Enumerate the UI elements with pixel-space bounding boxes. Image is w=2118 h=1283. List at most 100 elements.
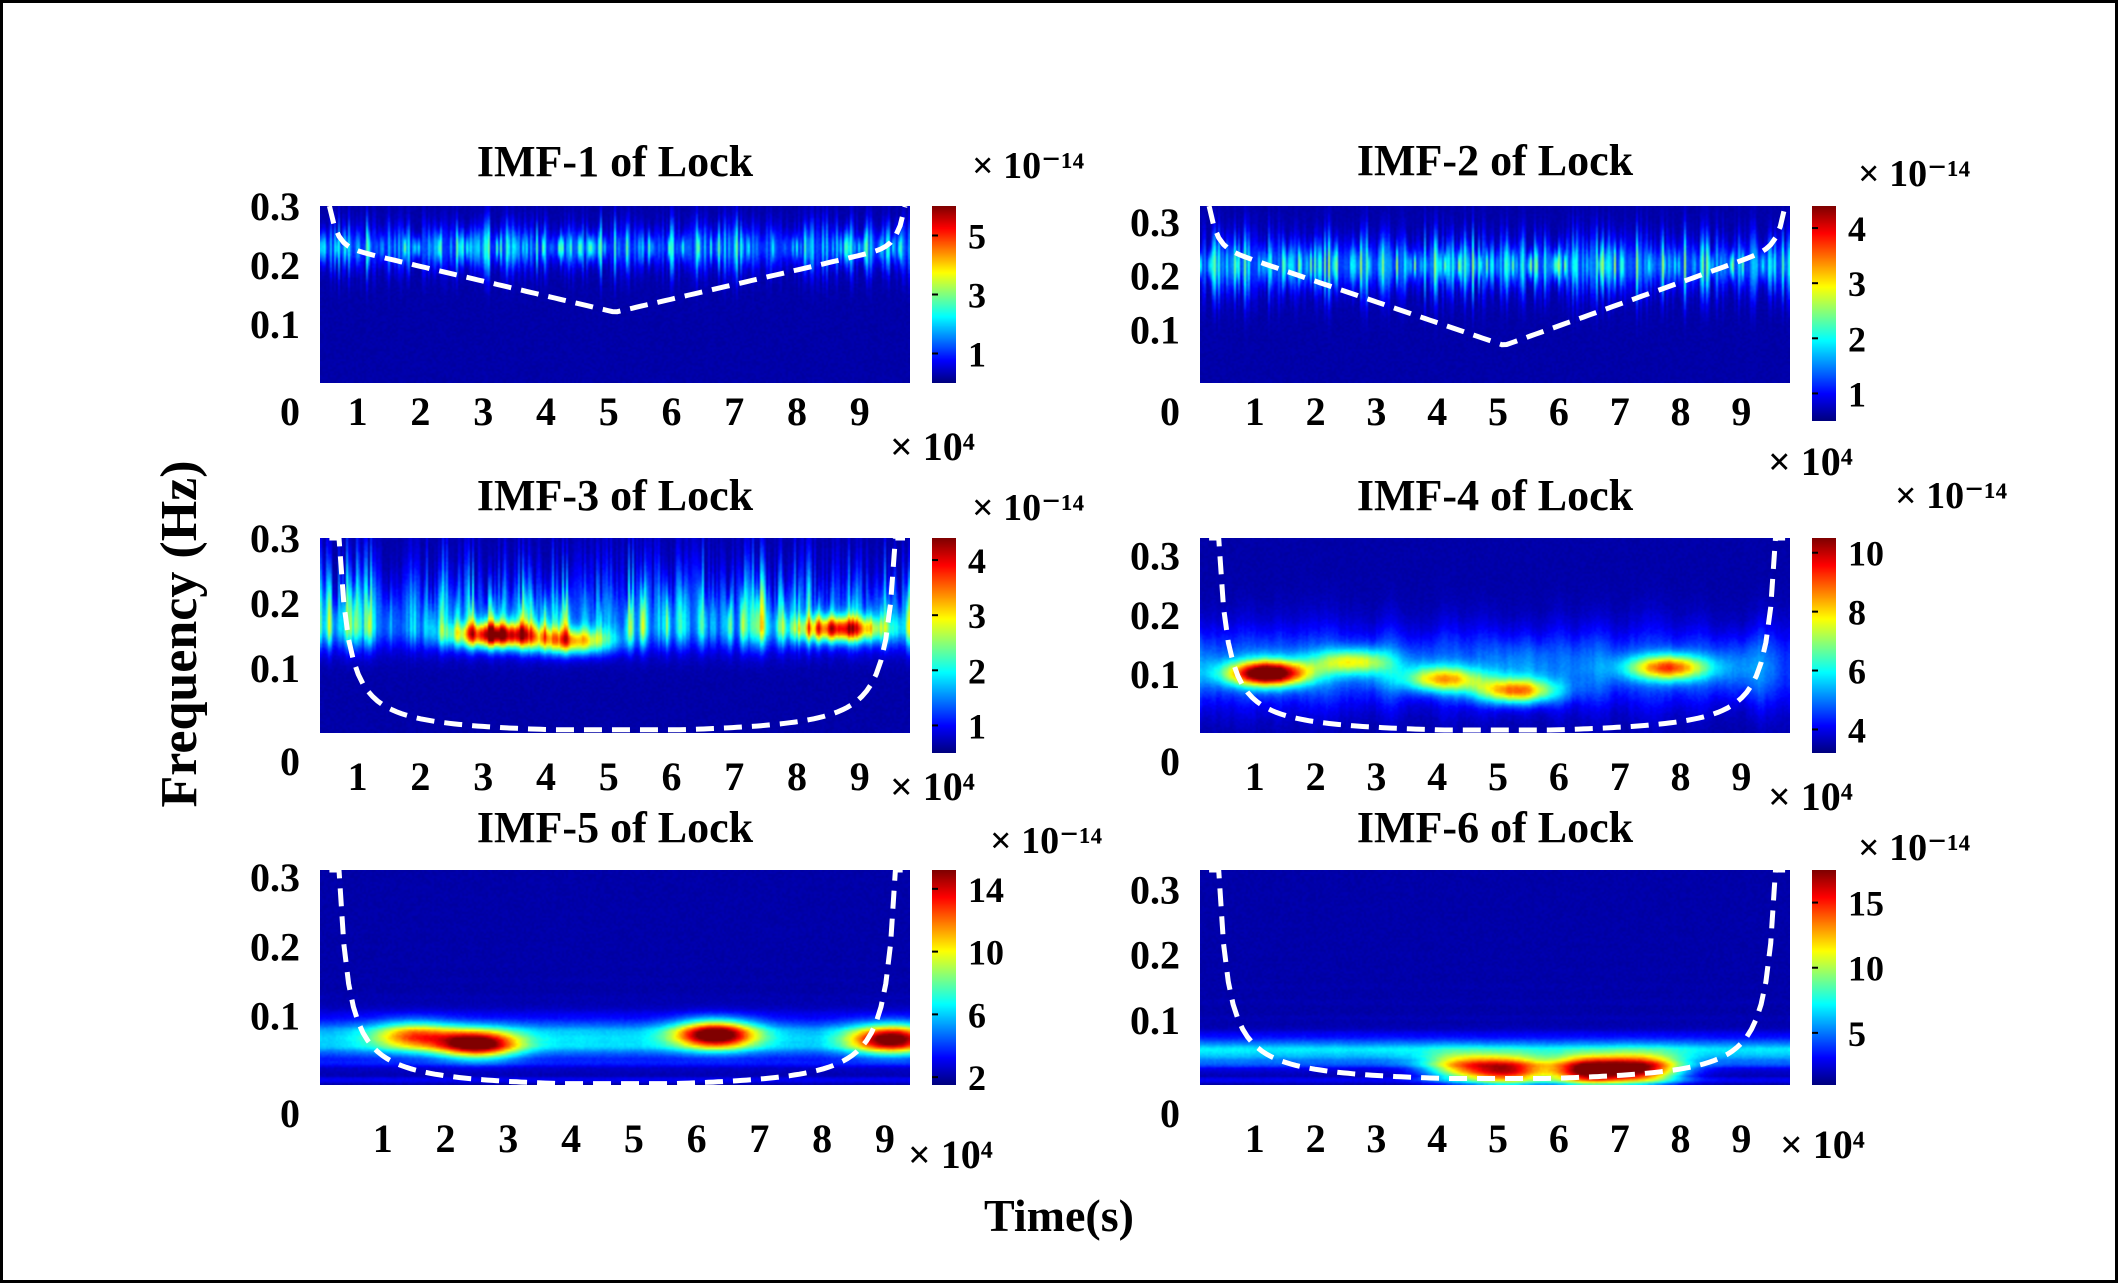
- colorbar-tick-label: 3: [1848, 264, 1866, 304]
- x-tick-label: 7: [724, 389, 744, 434]
- colorbar-tick-label: 1: [1848, 374, 1866, 414]
- x-tick-label: 4: [1427, 754, 1447, 799]
- x-axis-exponent: × 10⁴: [1768, 774, 1853, 819]
- x-tick-label: 8: [1671, 389, 1691, 434]
- y-tick-label: 0.1: [250, 994, 300, 1039]
- cone-of-influence-line: [1209, 867, 1786, 1081]
- x-tick-label: 2: [410, 754, 430, 799]
- colorbar-exponent: × 10⁻¹⁴: [1858, 827, 1971, 869]
- y-tick-label: 0: [280, 1091, 300, 1136]
- x-tick-label: 9: [1731, 1116, 1751, 1161]
- y-tick-label: 0.2: [1130, 933, 1180, 978]
- colorbar-exponent: × 10⁻¹⁴: [1858, 153, 1971, 195]
- colorbar: [1812, 538, 1836, 753]
- x-tick-label: 5: [1488, 389, 1508, 434]
- colorbar-tick-label: 5: [968, 217, 986, 257]
- colorbar: [932, 870, 956, 1085]
- x-tick-label: 5: [599, 389, 619, 434]
- colorbar-tick-label: 15: [1848, 884, 1884, 924]
- x-tick-label: 6: [661, 389, 681, 434]
- x-tick-label: 3: [1366, 754, 1386, 799]
- y-tick-label: 0.2: [250, 581, 300, 626]
- x-tick-label: 3: [498, 1116, 518, 1161]
- x-tick-label: 4: [1427, 1116, 1447, 1161]
- y-tick-label: 0.3: [250, 855, 300, 900]
- spectrogram-heatmap: [1200, 538, 1790, 733]
- cone-of-influence-line: [1209, 535, 1786, 733]
- x-tick-label: 9: [875, 1116, 895, 1161]
- x-tick-label: 4: [1427, 389, 1447, 434]
- y-tick-label: 0.1: [250, 646, 300, 691]
- y-axis-label: Frequency (Hz): [151, 460, 208, 807]
- cone-of-influence-line: [1206, 205, 1788, 348]
- x-tick-label: 1: [1245, 1116, 1265, 1161]
- colorbar-tick-label: 4: [968, 541, 986, 581]
- spectrogram-heatmap: [320, 206, 910, 383]
- y-tick-label: 0.1: [1130, 307, 1180, 352]
- y-tick-label: 0.1: [250, 302, 300, 347]
- x-tick-label: 7: [1610, 1116, 1630, 1161]
- x-axis-exponent: × 10⁴: [890, 424, 975, 469]
- x-tick-label: 1: [1245, 754, 1265, 799]
- colorbar-tick-label: 10: [1848, 534, 1884, 574]
- cone-of-influence-line: [329, 535, 905, 733]
- cone-of-influence-line: [326, 205, 908, 315]
- x-tick-label: 2: [436, 1116, 456, 1161]
- x-tick-label: 7: [749, 1116, 769, 1161]
- y-tick-label: 0.3: [1130, 868, 1180, 913]
- x-tick-label: 3: [473, 754, 493, 799]
- y-tick-label: 0.2: [1130, 593, 1180, 638]
- x-tick-label: 6: [687, 1116, 707, 1161]
- colorbar-tick-label: 10: [1848, 949, 1884, 989]
- panel-title: IMF-6 of Lock: [1357, 803, 1634, 852]
- colorbar: [1812, 206, 1836, 421]
- colorbar-tick-label: 1: [968, 335, 986, 375]
- x-tick-label: 1: [1245, 389, 1265, 434]
- x-axis-exponent: × 10⁴: [1780, 1122, 1865, 1167]
- colorbar-tick-label: 2: [968, 651, 986, 691]
- x-tick-label: 4: [536, 754, 556, 799]
- x-tick-label: 7: [1610, 754, 1630, 799]
- x-tick-label: 4: [536, 389, 556, 434]
- y-tick-label: 0.3: [250, 516, 300, 561]
- panel-title: IMF-1 of Lock: [477, 137, 754, 186]
- colorbar-exponent: × 10⁻¹⁴: [1895, 475, 2008, 517]
- x-tick-label: 6: [1549, 754, 1569, 799]
- panel-title: IMF-5 of Lock: [477, 803, 754, 852]
- x-tick-label: 2: [410, 389, 430, 434]
- x-axis-exponent: × 10⁴: [1768, 439, 1853, 484]
- y-tick-label: 0: [1160, 739, 1180, 784]
- x-tick-label: 1: [348, 754, 368, 799]
- colorbar: [932, 538, 956, 753]
- colorbar-tick-label: 4: [1848, 209, 1866, 249]
- x-tick-label: 2: [1306, 389, 1326, 434]
- colorbar-tick-label: 6: [968, 995, 986, 1035]
- x-axis-exponent: × 10⁴: [890, 764, 975, 809]
- x-tick-label: 5: [624, 1116, 644, 1161]
- x-tick-label: 1: [348, 389, 368, 434]
- y-tick-label: 0.2: [250, 924, 300, 969]
- x-tick-label: 9: [1731, 389, 1751, 434]
- x-axis-exponent: × 10⁴: [908, 1132, 993, 1177]
- x-tick-label: 1: [373, 1116, 393, 1161]
- x-tick-label: 8: [1671, 1116, 1691, 1161]
- colorbar-tick-label: 1: [968, 706, 986, 746]
- x-tick-label: 4: [561, 1116, 581, 1161]
- colorbar-tick-label: 10: [968, 933, 1004, 973]
- y-tick-label: 0: [1160, 1091, 1180, 1136]
- x-tick-label: 9: [850, 389, 870, 434]
- x-tick-label: 3: [473, 389, 493, 434]
- colorbar-tick-label: 4: [1848, 710, 1866, 750]
- colorbar-tick-label: 8: [1848, 593, 1866, 633]
- colorbar: [1812, 870, 1836, 1085]
- colorbar-exponent: × 10⁻¹⁴: [972, 487, 1085, 529]
- colorbar-exponent: × 10⁻¹⁴: [972, 145, 1085, 187]
- spectrogram-heatmap: [1200, 870, 1790, 1085]
